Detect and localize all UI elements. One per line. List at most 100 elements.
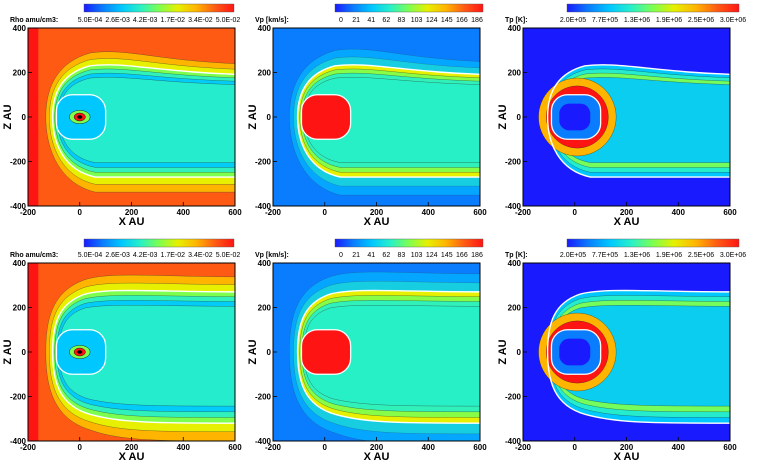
y-tick-label: -200 <box>10 393 27 402</box>
y-axis-title: Z AU <box>2 339 14 364</box>
colorbar-tick-label: 3.0E+06 <box>720 17 746 24</box>
x-axis-title: X AU <box>364 216 390 228</box>
x-tick-label: 400 <box>422 208 436 217</box>
x-tick-label: 200 <box>370 208 384 217</box>
heliopause-line <box>546 64 730 178</box>
colorbar-tick-label: 21 <box>352 252 360 259</box>
contour-band <box>303 77 480 163</box>
colorbar-tick-label: 1.9E+06 <box>656 17 682 24</box>
colorbar-tick-label: 103 <box>411 252 423 259</box>
heliopause-line <box>296 289 480 424</box>
colorbar-tick-label: 2.5E+06 <box>688 252 714 259</box>
y-tick-label: 400 <box>508 259 522 268</box>
colorbar-tick-label: 2.6E-03 <box>105 17 130 24</box>
upstream-band <box>28 28 39 206</box>
x-tick-label: 200 <box>620 208 634 217</box>
y-tick-label: 200 <box>508 304 522 313</box>
colorbar-title: Rho amu/cm3: <box>10 252 58 259</box>
x-axis-title: X AU <box>119 216 145 228</box>
y-tick-label: 400 <box>13 259 27 268</box>
colorbar-tick-label: 0 <box>339 17 343 24</box>
colorbar-tick-label: 7.7E+05 <box>592 252 618 259</box>
y-tick-label: 400 <box>258 259 272 268</box>
colorbar <box>566 238 740 248</box>
x-tick-label: 200 <box>620 443 634 452</box>
x-tick-label: 0 <box>323 208 328 217</box>
x-tick-label: -200 <box>265 443 282 452</box>
plot-area <box>273 28 480 206</box>
y-tick-label: 0 <box>22 113 27 122</box>
y-tick-label: 0 <box>267 113 272 122</box>
colorbar-title: Vp [km/s]: <box>255 17 289 24</box>
colorbar <box>334 238 484 248</box>
supersonic-wind <box>559 103 591 131</box>
x-tick-label: 400 <box>672 208 686 217</box>
y-tick-label: -400 <box>10 202 27 211</box>
sun-marker <box>77 350 83 354</box>
y-tick-label: -200 <box>255 158 272 167</box>
heliopause-line <box>51 64 235 178</box>
colorbar-tick-label: 1.7E-02 <box>161 252 186 259</box>
colorbar-tick-label: 0 <box>339 252 343 259</box>
colorbar-tick-label: 41 <box>367 252 375 259</box>
y-tick-label: -400 <box>255 202 272 211</box>
y-axis-title: Z AU <box>2 104 14 129</box>
colorbar-tick-label: 5.0E-04 <box>78 252 103 259</box>
colorbar-tick-label: 62 <box>382 252 390 259</box>
y-tick-label: 0 <box>517 348 522 357</box>
y-tick-label: 0 <box>517 113 522 122</box>
plot-area <box>523 28 730 206</box>
termination-shock <box>300 329 352 375</box>
colorbar-tick-label: 1.3E+06 <box>624 17 650 24</box>
x-tick-label: 0 <box>573 443 578 452</box>
colorbar-tick-label: 62 <box>382 17 390 24</box>
colorbar-tick-label: 145 <box>441 17 453 24</box>
colorbar-tick-label: 3.0E+06 <box>720 252 746 259</box>
x-tick-label: 400 <box>422 443 436 452</box>
y-axis-title: Z AU <box>497 104 509 129</box>
x-tick-label: 0 <box>78 208 83 217</box>
colorbar-tick-label: 83 <box>398 252 406 259</box>
heliopause-line <box>51 289 235 424</box>
x-tick-label: -200 <box>515 443 532 452</box>
supersonic-wind <box>559 338 591 366</box>
colorbar-tick-label: 124 <box>426 252 438 259</box>
colorbar-title: Tp [K]: <box>505 17 528 24</box>
colorbar-tick-label: 124 <box>426 17 438 24</box>
y-axis-title: Z AU <box>247 104 259 129</box>
y-tick-label: 0 <box>22 348 27 357</box>
contour-band <box>58 77 235 163</box>
plot-area <box>28 28 235 206</box>
colorbar-tick-label: 145 <box>441 252 453 259</box>
colorbar-tick-label: 4.2E-03 <box>133 252 158 259</box>
colorbar-tick-label: 103 <box>411 17 423 24</box>
y-tick-label: -400 <box>505 437 522 446</box>
colorbar <box>83 238 235 248</box>
colorbar-tick-label: 1.7E-02 <box>161 17 186 24</box>
x-tick-label: 600 <box>723 443 737 452</box>
x-tick-label: 600 <box>723 208 737 217</box>
colorbar-tick-label: 3.4E-02 <box>188 17 213 24</box>
y-tick-label: 400 <box>508 24 522 33</box>
colorbar-tick-label: 41 <box>367 17 375 24</box>
colorbar-tick-label: 5.0E-02 <box>216 17 241 24</box>
x-tick-label: 400 <box>672 443 686 452</box>
plot-area <box>523 263 730 441</box>
colorbar-tick-label: 1.9E+06 <box>656 252 682 259</box>
y-tick-label: -400 <box>255 437 272 446</box>
colorbar-tick-label: 2.6E-03 <box>105 252 130 259</box>
y-tick-label: 200 <box>258 69 272 78</box>
colorbar-tick-label: 186 <box>471 17 483 24</box>
heliopause-line <box>546 289 730 424</box>
x-axis-title: X AU <box>119 451 145 461</box>
y-tick-label: -200 <box>10 158 27 167</box>
colorbar-tick-label: 2.0E+05 <box>560 17 586 24</box>
x-axis-title: X AU <box>614 451 640 461</box>
x-tick-label: 400 <box>177 443 191 452</box>
y-tick-label: -200 <box>505 393 522 402</box>
